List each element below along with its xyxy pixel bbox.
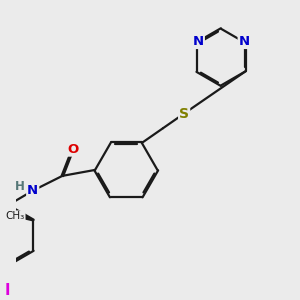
Text: S: S [179, 106, 189, 121]
Text: N: N [193, 35, 204, 48]
Text: O: O [67, 142, 78, 156]
Text: I: I [5, 283, 10, 298]
Text: CH₃: CH₃ [6, 211, 25, 221]
Text: N: N [238, 35, 250, 48]
Text: H: H [14, 180, 24, 193]
Text: N: N [27, 184, 38, 197]
